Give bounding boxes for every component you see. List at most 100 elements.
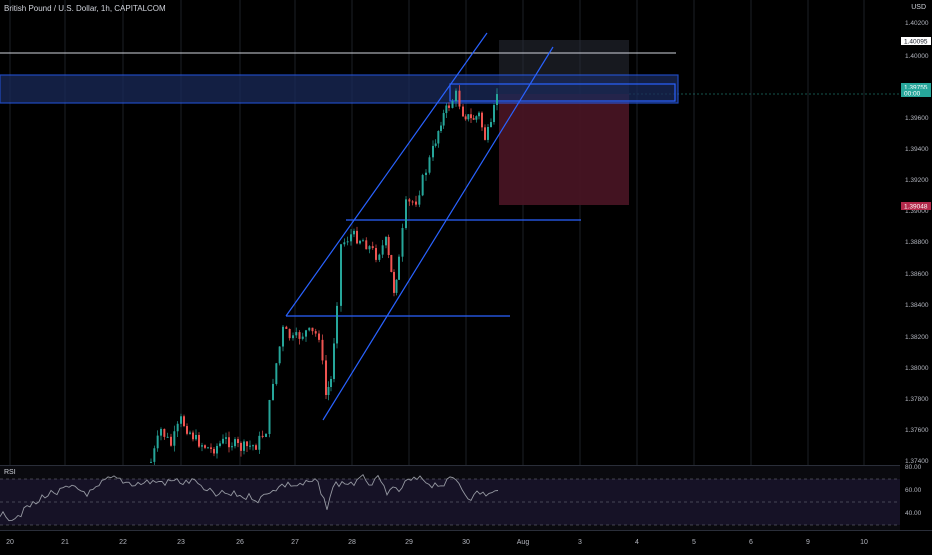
candle-body (170, 436, 172, 446)
candle-body (467, 114, 470, 120)
time-axis[interactable] (0, 530, 932, 550)
time-label: 23 (177, 539, 185, 546)
price-axis[interactable] (900, 0, 932, 530)
candle-body (371, 246, 374, 249)
candle-body (314, 331, 317, 334)
rsi-tick-label: 40.00 (905, 510, 922, 517)
candle-body (246, 441, 248, 447)
last-price-badge: 1.39755 (901, 83, 931, 92)
candle-body (487, 127, 489, 140)
price-tick-label: 1.37600 (905, 427, 929, 434)
candle-body (308, 327, 311, 331)
price-tick-label: 1.40200 (905, 20, 929, 27)
candle-body (387, 237, 390, 256)
candle-body (481, 112, 483, 128)
inner-zone-rect[interactable] (449, 83, 676, 102)
symbol-title[interactable]: British Pound / U.S. Dollar, 1h, CAPITAL… (4, 4, 166, 13)
candle-body (350, 234, 352, 242)
target-price-badge: 1.40095 (901, 37, 931, 46)
time-label: 5 (692, 539, 696, 546)
candle-body (189, 432, 191, 434)
candle-body (440, 125, 442, 132)
time-label: 10 (860, 539, 868, 546)
candle-body (493, 105, 495, 123)
candle-body (356, 230, 358, 244)
candle-body (398, 256, 400, 280)
candle-body (265, 433, 267, 437)
candle-body (295, 332, 298, 336)
supply-zone-rect[interactable] (0, 74, 679, 104)
countdown-badge: 00:00 (901, 89, 931, 98)
candle-body (183, 416, 185, 427)
candle-body (222, 438, 224, 444)
candle-body (375, 248, 377, 260)
candle-body (442, 113, 445, 126)
time-label: 30 (462, 539, 470, 546)
candle-body (288, 328, 291, 339)
candle-body (428, 157, 431, 173)
rsi-tick-label: 60.00 (905, 487, 922, 494)
rsi-axis-ticks: 80.00 60.00 40.00 (905, 464, 922, 517)
candle-body (278, 346, 281, 364)
position-stop-zone[interactable] (499, 94, 629, 205)
candle-body (343, 242, 346, 245)
candle-body (292, 335, 294, 339)
candle-body (150, 461, 152, 463)
candle-body (470, 114, 472, 119)
candle-body (365, 240, 368, 250)
candle-body (411, 201, 414, 203)
candle-body (153, 448, 156, 462)
candle-body (368, 246, 371, 250)
time-axis-labels: 20 21 22 23 26 27 28 29 30 Aug 3 4 5 6 9 10 (6, 539, 868, 546)
candle-body (490, 122, 492, 128)
candle-body (458, 90, 461, 107)
price-tick-label: 1.39400 (905, 146, 929, 153)
rsi-title[interactable]: RSI (4, 469, 16, 476)
candle-body (437, 131, 440, 144)
candle-body (180, 416, 182, 424)
candle-body (231, 446, 233, 448)
price-tick-label: 1.40000 (905, 53, 929, 60)
price-tick-label: 1.39600 (905, 115, 929, 122)
stop-price-badge-label: 1.39048 (904, 204, 928, 211)
time-label: 20 (6, 539, 14, 546)
candle-body (255, 445, 257, 450)
time-label: 22 (119, 539, 127, 546)
candle-body (272, 383, 274, 400)
candle-body (298, 332, 301, 339)
candle-body (311, 327, 314, 332)
stop-price-badge: 1.39048 (901, 202, 931, 211)
currency-label: USD (911, 4, 926, 11)
time-label: 9 (806, 539, 810, 546)
candle-body (268, 399, 271, 434)
candle-body (336, 305, 338, 344)
candle-body (321, 339, 324, 361)
candle-body (462, 106, 464, 117)
channel-lower-line[interactable] (322, 46, 554, 421)
candle-body (415, 201, 417, 205)
time-label: 27 (291, 539, 299, 546)
candle-body (496, 94, 498, 106)
candle-body (405, 199, 407, 229)
candle-body (163, 428, 166, 437)
candle-body (340, 244, 342, 306)
candle-body (448, 105, 450, 108)
candle-body (156, 435, 159, 449)
candle-body (478, 112, 480, 117)
price-tick-label: 1.38200 (905, 334, 929, 341)
countdown-badge-label: 00:00 (904, 91, 921, 98)
candle-body (432, 145, 434, 158)
candle-body (305, 330, 307, 337)
channel-upper-line[interactable] (285, 32, 488, 317)
candle-body (210, 447, 212, 449)
candle-body (282, 326, 284, 347)
price-axis-ticks: 1.40200 1.40000 1.39600 1.39400 1.39200 1.390… (905, 20, 929, 465)
candle-body (198, 434, 200, 447)
candle-body (216, 445, 218, 454)
candle-body (327, 387, 330, 395)
candle-body (301, 336, 304, 339)
candle-body (333, 343, 335, 379)
